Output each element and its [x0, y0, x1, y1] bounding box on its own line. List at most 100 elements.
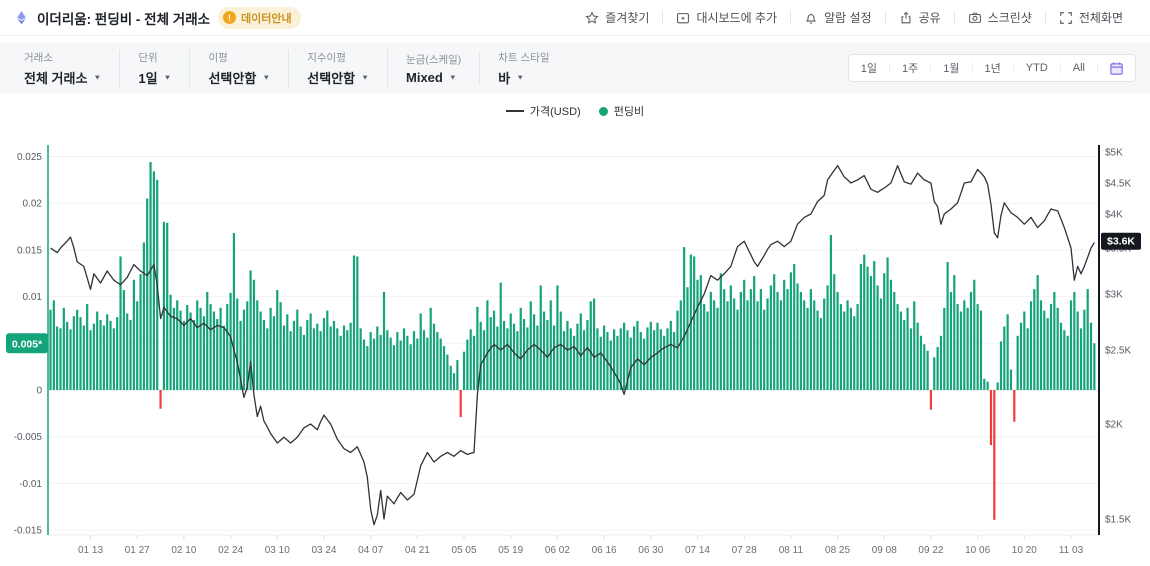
action-label: 스크린샷 [987, 11, 1032, 25]
funding-bar [589, 301, 592, 390]
funding-bar [826, 285, 829, 390]
filter-value: 전체 거래소 [24, 70, 88, 86]
filter-chart-style: 차트 스타일 바 ▼ [498, 50, 567, 87]
funding-bar [786, 289, 789, 390]
funding-bar [246, 301, 249, 390]
funding-bar [492, 310, 496, 390]
funding-bar [1053, 291, 1056, 390]
data-notice-badge[interactable]: ! 데이터안내 [218, 6, 301, 29]
funding-bar [1079, 328, 1083, 390]
legend-label: 펀딩비 [613, 106, 645, 118]
funding-bar [829, 234, 832, 390]
funding-bar [593, 298, 596, 390]
funding-bar [76, 309, 79, 390]
funding-bar [149, 162, 152, 390]
funding-bar [1013, 390, 1016, 422]
funding-bar [419, 313, 422, 390]
action-fullscreen[interactable]: 전체화면 [1046, 9, 1136, 26]
funding-bar [456, 360, 459, 390]
calendar-button[interactable] [1098, 55, 1135, 81]
x-axis-label: 01 27 [125, 545, 150, 556]
funding-bar [613, 329, 616, 390]
right-axis-tick: $4K [1105, 210, 1123, 221]
filter-value-dropdown[interactable]: 바 ▼ [498, 68, 549, 87]
x-axis-label: 10 20 [1012, 545, 1037, 556]
funding-bar [579, 313, 582, 390]
chevron-down-icon: ▼ [163, 73, 172, 81]
action-alarm[interactable]: 알람 설정 [791, 9, 885, 26]
funding-bar [803, 300, 806, 390]
range-button-All[interactable]: All [1072, 62, 1085, 74]
funding-bar [466, 339, 469, 390]
funding-bar [833, 274, 836, 390]
funding-bar [389, 337, 392, 390]
range-separator [930, 62, 932, 74]
action-favorite[interactable]: 즐겨찾기 [572, 9, 662, 26]
funding-bar [623, 322, 626, 390]
funding-bar [709, 291, 712, 390]
filter-value-dropdown[interactable]: 1일 ▼ [138, 68, 171, 87]
funding-bar [282, 325, 286, 390]
funding-bar [82, 325, 85, 390]
filter-value-dropdown[interactable]: 전체 거래소 ▼ [24, 68, 101, 87]
filter-unit: 단위 1일 ▼ [138, 49, 191, 87]
legend-item-price[interactable]: 가격(USD) [505, 103, 581, 119]
funding-bar [819, 318, 822, 390]
filter-value-dropdown[interactable]: 선택안함 ▼ [208, 68, 270, 87]
funding-bar [1033, 289, 1036, 390]
range-button-1월[interactable]: 1월 [943, 63, 960, 75]
action-share[interactable]: 공유 [886, 9, 954, 26]
funding-bar [733, 298, 736, 390]
funding-bar [546, 319, 549, 390]
legend-item-funding[interactable]: 펀딩비 [598, 103, 645, 119]
funding-bar [876, 285, 879, 390]
filter-value-dropdown[interactable]: Mixed ▼ [406, 70, 461, 85]
funding-bar [846, 300, 849, 390]
funding-bar [989, 390, 993, 446]
filter-label: 지수이평 [307, 51, 346, 64]
funding-bar [763, 309, 766, 390]
funding-bar [809, 289, 812, 390]
funding-bar [89, 330, 92, 390]
funding-bar [459, 390, 462, 418]
funding-bar [222, 325, 226, 390]
funding-bar [659, 329, 662, 390]
funding-bar [849, 307, 852, 390]
funding-bar [996, 382, 999, 390]
funding-bar [1049, 304, 1053, 390]
funding-bar [236, 298, 239, 390]
funding-bar [866, 266, 869, 390]
funding-bar [839, 304, 842, 390]
funding-bar [799, 291, 802, 390]
range-button-YTD[interactable]: YTD [1025, 62, 1048, 74]
funding-rate-price-chart[interactable]: 0.025 0.02 0.015 0.01 0 -0.005 -0.01 -0.015 $5K $… [0, 128, 1150, 566]
action-add-to-dashboard[interactable]: 대시보드에 추가 [663, 9, 790, 26]
funding-bar [736, 309, 739, 390]
funding-bar [616, 335, 619, 390]
funding-bar [596, 328, 599, 390]
funding-bar [586, 319, 589, 390]
funding-bar [372, 338, 376, 390]
action-screenshot[interactable]: 스크린샷 [955, 9, 1045, 26]
funding-bar [166, 222, 169, 390]
funding-bar [416, 338, 419, 390]
funding-bar [753, 276, 756, 390]
funding-bar [1036, 275, 1039, 390]
filter-value-dropdown[interactable]: 선택안함 ▼ [307, 68, 369, 87]
filter-value: Mixed [406, 69, 443, 85]
range-button-1일[interactable]: 1일 [860, 63, 878, 75]
funding-bar [519, 307, 522, 390]
funding-bar [773, 274, 776, 390]
funding-bar [766, 298, 769, 390]
funding-bar [663, 335, 666, 390]
range-button-1년[interactable]: 1년 [984, 63, 1001, 75]
funding-bar [289, 331, 292, 390]
x-axis-label: 04 07 [358, 545, 383, 556]
funding-bar [669, 320, 672, 390]
funding-bar [976, 304, 979, 390]
funding-bar [693, 256, 696, 390]
funding-bar [686, 287, 689, 390]
funding-bar [402, 328, 406, 390]
range-button-1주[interactable]: 1주 [902, 63, 919, 75]
funding-bar [326, 310, 329, 390]
